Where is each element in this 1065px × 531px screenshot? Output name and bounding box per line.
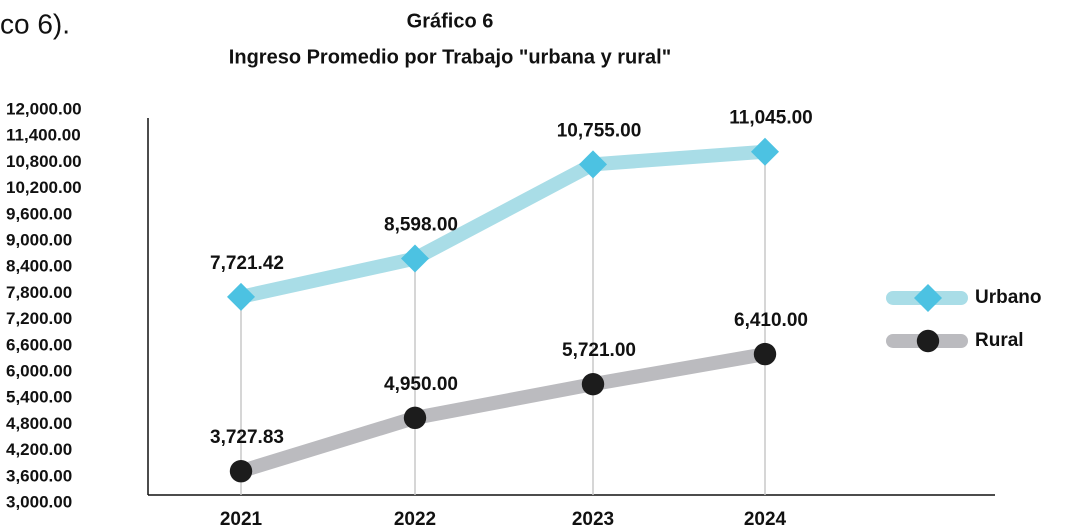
marker <box>753 342 777 366</box>
legend-marker <box>914 284 942 312</box>
y-tick-label: 6,600.00 <box>6 335 72 354</box>
x-tick-label: 2024 <box>744 509 787 530</box>
series-line <box>234 144 772 304</box>
y-tick-label: 8,400.00 <box>6 257 72 276</box>
marker <box>403 406 427 430</box>
y-tick-label: 4,800.00 <box>6 414 72 433</box>
y-tick-label: 6,000.00 <box>6 361 72 380</box>
x-tick-label: 2022 <box>394 509 436 530</box>
legend-marker <box>916 329 940 353</box>
chart-subtitle: Ingreso Promedio por Trabajo "urbana y r… <box>229 46 671 68</box>
x-tick-label: 2021 <box>220 509 263 530</box>
value-label: 8,598.00 <box>384 215 458 236</box>
series-line <box>234 347 772 479</box>
y-tick-label: 7,800.00 <box>6 283 72 302</box>
value-label: 7,721.42 <box>210 253 284 274</box>
y-tick-label: 3,600.00 <box>6 466 72 485</box>
y-tick-label: 5,400.00 <box>6 388 72 407</box>
chart-title: Gráfico 6 <box>407 10 494 32</box>
value-label: 10,755.00 <box>557 120 642 141</box>
marker <box>229 460 253 483</box>
y-tick-label: 7,200.00 <box>6 309 72 328</box>
value-label: 6,410.00 <box>734 310 808 331</box>
y-tick-label: 9,000.00 <box>6 230 72 249</box>
y-tick-label: 12,000.00 <box>6 99 82 118</box>
marker <box>579 150 607 179</box>
value-label: 5,721.00 <box>562 340 636 361</box>
value-label: 4,950.00 <box>384 374 458 395</box>
legend-label: Rural <box>975 330 1024 351</box>
marker <box>581 372 605 396</box>
page-fragment: co 6). <box>0 8 70 39</box>
value-label: 3,727.83 <box>210 427 284 448</box>
marker <box>751 137 779 166</box>
y-tick-label: 10,200.00 <box>6 178 82 197</box>
marker <box>227 282 255 311</box>
y-tick-label: 10,800.00 <box>6 152 82 171</box>
value-label: 11,045.00 <box>729 108 812 129</box>
y-tick-label: 4,200.00 <box>6 440 72 459</box>
x-tick-label: 2023 <box>572 509 614 530</box>
y-tick-label: 9,600.00 <box>6 204 72 223</box>
y-tick-label: 11,400.00 <box>6 126 81 145</box>
marker <box>401 244 429 273</box>
y-tick-label: 3,000.00 <box>6 492 72 511</box>
legend-label: Urbano <box>975 287 1042 308</box>
